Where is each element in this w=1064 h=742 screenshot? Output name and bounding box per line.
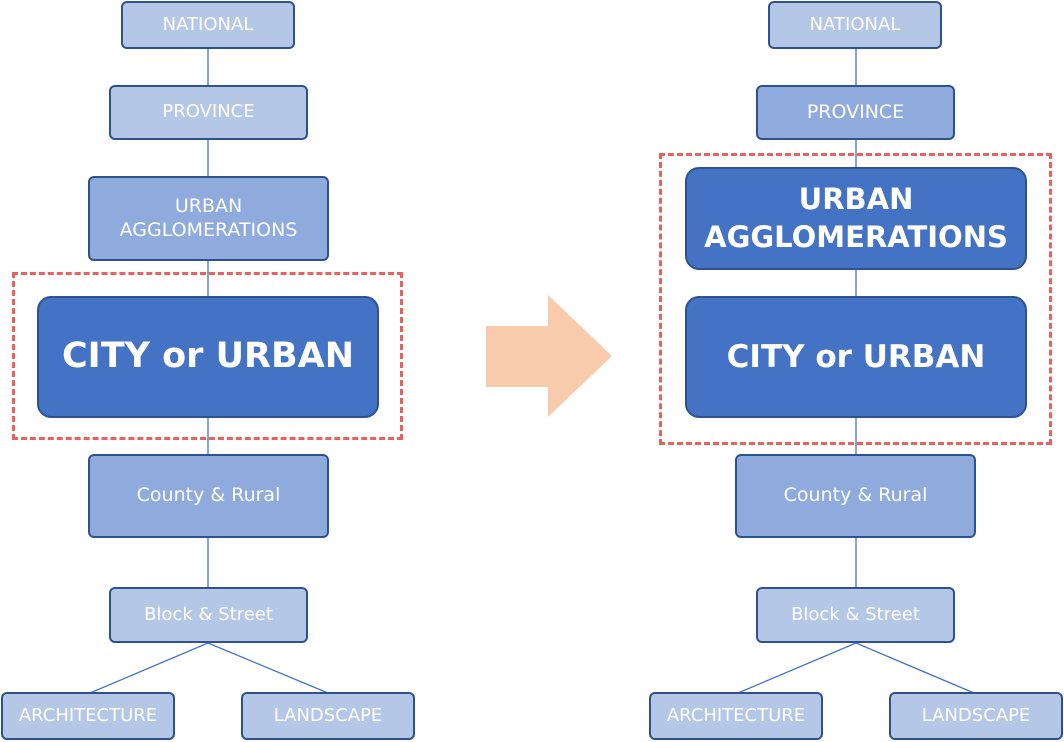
right-block-street-label: Block & Street <box>791 603 920 625</box>
right-province-node: PROVINCE <box>756 85 955 140</box>
right-national-node: NATIONAL <box>768 1 942 49</box>
right-county-rural-node: County & Rural <box>735 454 976 538</box>
right-province-label: PROVINCE <box>806 100 905 123</box>
left-urban-line1: URBAN <box>174 194 243 217</box>
connector-line <box>855 642 975 694</box>
left-highlight-frame <box>12 272 403 440</box>
left-urban-agglomerations-node: URBAN AGGLOMERATIONS <box>88 176 329 261</box>
left-county-rural-label: County & Rural <box>136 484 281 507</box>
connector-line <box>207 642 329 694</box>
left-block-street-node: Block & Street <box>109 587 308 643</box>
left-architecture-label: ARCHITECTURE <box>18 704 158 726</box>
right-urban-line2: AGGLOMERATIONS <box>704 219 1008 254</box>
left-province-label: PROVINCE <box>162 101 255 123</box>
left-city-urban-node: CITY or URBAN <box>37 296 379 418</box>
left-urban-line2: AGGLOMERATIONS <box>119 218 298 241</box>
right-architecture-label: ARCHITECTURE <box>666 704 806 726</box>
right-architecture-node: ARCHITECTURE <box>649 692 823 740</box>
right-landscape-node: LANDSCAPE <box>889 692 1063 740</box>
connector-line <box>89 642 209 694</box>
left-landscape-node: LANDSCAPE <box>241 692 415 740</box>
right-highlight-frame <box>659 153 1052 445</box>
left-city-urban-label: CITY or URBAN <box>61 336 355 377</box>
left-urban-agglomerations-label: URBAN AGGLOMERATIONS <box>120 195 298 243</box>
right-city-urban-node: CITY or URBAN <box>685 296 1027 418</box>
right-block-street-node: Block & Street <box>756 587 955 643</box>
right-urban-agglomerations-label: URBAN AGGLOMERATIONS <box>704 181 1008 256</box>
connector-line <box>737 642 857 694</box>
right-arrow-icon <box>486 295 612 417</box>
right-landscape-label: LANDSCAPE <box>921 704 1031 726</box>
right-urban-agglomerations-node: URBAN AGGLOMERATIONS <box>685 167 1027 270</box>
right-county-rural-label: County & Rural <box>783 484 928 507</box>
left-province-node: PROVINCE <box>109 85 308 140</box>
left-block-street-label: Block & Street <box>144 603 273 625</box>
left-county-rural-node: County & Rural <box>88 454 329 538</box>
right-urban-line1: URBAN <box>798 181 914 216</box>
left-landscape-label: LANDSCAPE <box>273 704 383 726</box>
left-national-label: NATIONAL <box>162 13 254 35</box>
left-architecture-node: ARCHITECTURE <box>1 692 175 740</box>
left-national-node: NATIONAL <box>121 1 295 49</box>
right-city-urban-label: CITY or URBAN <box>726 338 986 375</box>
right-national-label: NATIONAL <box>809 13 901 35</box>
